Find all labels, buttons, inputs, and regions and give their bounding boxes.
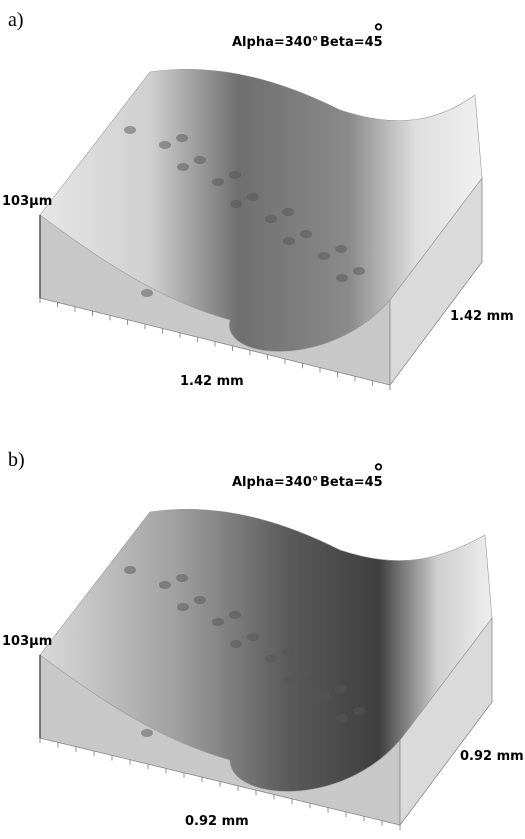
surface-feature [194, 596, 206, 604]
view-alpha: Alpha=340° [232, 35, 318, 50]
surface-feature [282, 208, 294, 216]
surface-feature [247, 193, 259, 201]
surface-feature [300, 230, 312, 238]
surface-feature [230, 640, 242, 648]
panel-label: b) [8, 449, 25, 471]
surface-feature [283, 237, 295, 245]
y-length: 1.42 mm [450, 309, 514, 324]
surface-feature [353, 707, 365, 715]
surface-feature [283, 677, 295, 685]
panel-label: a) [8, 9, 24, 31]
surface-feature [141, 289, 153, 297]
surface-feature [282, 648, 294, 656]
y-length: 0.92 mm [460, 749, 524, 764]
surface-feature [124, 566, 136, 574]
degree: ° [373, 461, 384, 486]
degree: ° [373, 21, 384, 46]
surface-feature [230, 200, 242, 208]
surface-feature [159, 581, 171, 589]
surface-feature [229, 171, 241, 179]
surface-feature [124, 126, 136, 134]
surface-feature [336, 274, 348, 282]
surface-feature [212, 178, 224, 186]
surface-feature [353, 267, 365, 275]
surface-feature [335, 245, 347, 253]
surface-feature [176, 574, 188, 582]
surface-feature [194, 156, 206, 164]
figure: a)Alpha=340°Beta=45°103µm1.42 mm1.42 mm … [0, 0, 525, 839]
surface-feature [177, 163, 189, 171]
x-length: 0.92 mm [185, 814, 249, 829]
surface-feature [265, 655, 277, 663]
surface-feature [335, 685, 347, 693]
surface-feature [176, 134, 188, 142]
surface-feature [229, 611, 241, 619]
surface-feature [247, 633, 259, 641]
height-label: 103µm [2, 194, 52, 209]
surface-feature [300, 670, 312, 678]
surface-feature [177, 603, 189, 611]
height-label: 103µm [2, 634, 52, 649]
surface-feature [159, 141, 171, 149]
surface-feature [318, 252, 330, 260]
surface-feature [336, 714, 348, 722]
x-length: 1.42 mm [180, 374, 244, 389]
surface-feature [265, 215, 277, 223]
surface-feature [318, 692, 330, 700]
surface-feature [141, 729, 153, 737]
view-alpha: Alpha=340° [232, 475, 318, 490]
surface-feature [212, 618, 224, 626]
